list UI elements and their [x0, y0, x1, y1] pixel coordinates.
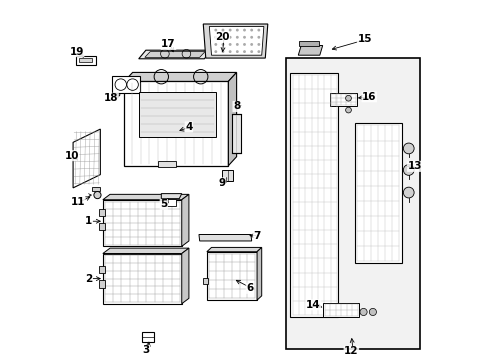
- Circle shape: [243, 50, 245, 53]
- Circle shape: [257, 36, 260, 39]
- Text: 9: 9: [218, 178, 225, 188]
- Polygon shape: [139, 92, 215, 137]
- Polygon shape: [102, 253, 182, 304]
- Text: 8: 8: [232, 102, 240, 112]
- Text: 19: 19: [69, 46, 83, 57]
- Circle shape: [214, 50, 217, 53]
- Circle shape: [345, 95, 351, 101]
- Circle shape: [250, 29, 253, 32]
- Circle shape: [228, 43, 231, 46]
- Text: 20: 20: [215, 32, 229, 42]
- Bar: [158, 161, 176, 167]
- Polygon shape: [222, 170, 233, 181]
- Text: 7: 7: [253, 231, 260, 240]
- Polygon shape: [206, 247, 261, 252]
- Text: 5: 5: [160, 199, 167, 210]
- Text: 11: 11: [70, 197, 85, 207]
- Circle shape: [235, 43, 238, 46]
- Circle shape: [257, 50, 260, 53]
- Bar: [92, 187, 100, 192]
- Circle shape: [94, 192, 101, 199]
- Circle shape: [243, 43, 245, 46]
- Circle shape: [250, 36, 253, 39]
- Polygon shape: [73, 129, 100, 188]
- Circle shape: [221, 43, 224, 46]
- Bar: [298, 41, 318, 45]
- Polygon shape: [182, 194, 188, 246]
- Text: 18: 18: [103, 93, 118, 103]
- Circle shape: [403, 165, 413, 175]
- Text: 12: 12: [344, 346, 358, 356]
- Text: 17: 17: [161, 40, 175, 49]
- Circle shape: [359, 309, 366, 316]
- Polygon shape: [144, 51, 204, 57]
- Circle shape: [368, 309, 376, 316]
- Polygon shape: [228, 72, 236, 166]
- Polygon shape: [161, 194, 182, 199]
- Polygon shape: [165, 199, 175, 206]
- Text: 6: 6: [246, 283, 253, 293]
- Bar: [99, 209, 104, 216]
- Text: 15: 15: [357, 35, 371, 44]
- Bar: [142, 332, 153, 342]
- Circle shape: [250, 50, 253, 53]
- Bar: [329, 93, 356, 107]
- Text: 10: 10: [64, 150, 79, 161]
- Polygon shape: [203, 24, 267, 58]
- Circle shape: [228, 50, 231, 53]
- Polygon shape: [139, 50, 211, 59]
- Polygon shape: [209, 27, 264, 55]
- Text: 14: 14: [305, 300, 320, 310]
- Polygon shape: [199, 234, 251, 241]
- Circle shape: [235, 29, 238, 32]
- Circle shape: [214, 43, 217, 46]
- Circle shape: [243, 36, 245, 39]
- Circle shape: [221, 29, 224, 32]
- Circle shape: [235, 36, 238, 39]
- Circle shape: [257, 29, 260, 32]
- Bar: [76, 55, 96, 64]
- Bar: [99, 223, 104, 230]
- Polygon shape: [102, 200, 182, 246]
- Circle shape: [345, 107, 351, 113]
- Bar: [79, 58, 92, 62]
- Polygon shape: [298, 45, 322, 55]
- Polygon shape: [354, 123, 401, 263]
- Circle shape: [228, 29, 231, 32]
- Circle shape: [257, 43, 260, 46]
- Polygon shape: [182, 248, 188, 304]
- Bar: [231, 114, 240, 153]
- Circle shape: [214, 36, 217, 39]
- Polygon shape: [102, 248, 188, 253]
- Circle shape: [243, 29, 245, 32]
- Circle shape: [250, 43, 253, 46]
- Text: 2: 2: [85, 274, 92, 284]
- Polygon shape: [124, 72, 236, 81]
- Circle shape: [235, 50, 238, 53]
- Bar: [203, 278, 208, 284]
- Text: 1: 1: [85, 216, 92, 226]
- Bar: [285, 58, 419, 348]
- Bar: [99, 280, 104, 288]
- Circle shape: [403, 143, 413, 154]
- Polygon shape: [124, 81, 228, 166]
- Circle shape: [221, 50, 224, 53]
- Bar: [323, 303, 359, 317]
- Polygon shape: [257, 247, 261, 300]
- Circle shape: [214, 29, 217, 32]
- Text: 16: 16: [361, 92, 376, 102]
- Text: 13: 13: [407, 161, 421, 171]
- Polygon shape: [206, 252, 257, 300]
- Bar: [99, 266, 104, 273]
- Circle shape: [403, 187, 413, 198]
- Polygon shape: [102, 194, 188, 200]
- Circle shape: [228, 36, 231, 39]
- Text: 3: 3: [142, 345, 149, 355]
- Bar: [112, 76, 140, 93]
- Circle shape: [221, 36, 224, 39]
- Polygon shape: [290, 73, 338, 317]
- Text: 4: 4: [185, 122, 192, 132]
